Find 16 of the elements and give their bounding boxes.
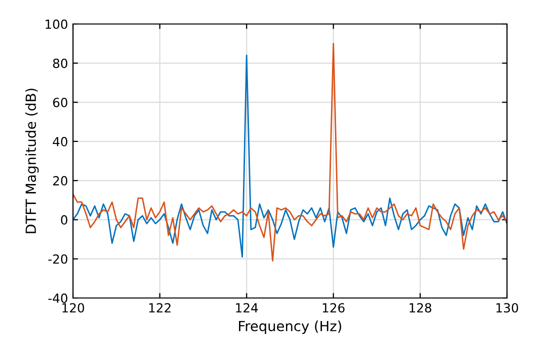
- x-tick-label: 126: [322, 303, 345, 313]
- y-tick-label: 80: [53, 58, 68, 68]
- y-tick-label: -40: [48, 293, 68, 303]
- y-tick-label: -20: [48, 254, 68, 264]
- y-tick-label: 20: [53, 176, 68, 186]
- x-axis-title: Frequency (Hz): [238, 320, 342, 334]
- y-tick-label: 60: [53, 98, 68, 108]
- x-tick-label: 120: [62, 303, 84, 313]
- y-tick-label: 40: [52, 136, 68, 146]
- y-tick-label: 0: [61, 215, 68, 225]
- y-axis-title: DTFT Magnitude (dB): [25, 88, 39, 234]
- x-tick-label: 130: [496, 303, 518, 313]
- x-tick-label: 128: [410, 303, 432, 313]
- x-tick-label: 122: [149, 303, 170, 312]
- x-tick-label: 124: [236, 303, 258, 312]
- y-tick-label: 100: [46, 19, 68, 29]
